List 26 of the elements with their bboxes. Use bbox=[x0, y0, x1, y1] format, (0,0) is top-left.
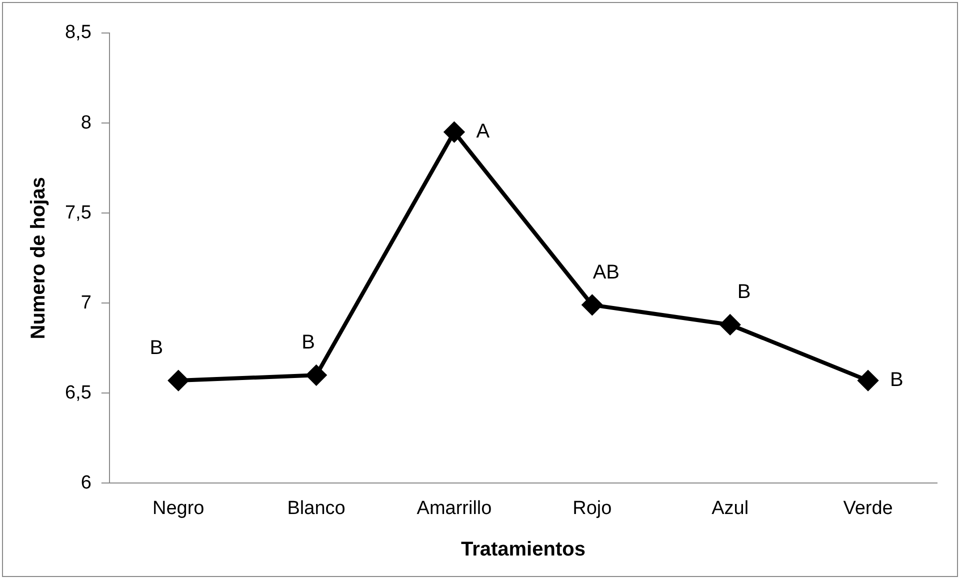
point bbox=[858, 370, 878, 391]
y-axis-title: Numero de hojas bbox=[28, 176, 50, 340]
point bbox=[444, 122, 464, 142]
y-tick-label: 6 bbox=[80, 472, 92, 494]
annotation: AB bbox=[592, 261, 620, 284]
annotation: B bbox=[150, 337, 164, 360]
x-tick-label: Negro bbox=[152, 498, 204, 519]
x-tick-label: Azul bbox=[712, 498, 749, 519]
point bbox=[306, 365, 326, 386]
point bbox=[720, 314, 740, 335]
y-tick-label: 7,5 bbox=[64, 202, 92, 224]
annotation: B bbox=[890, 369, 904, 392]
annotation: A bbox=[476, 120, 490, 143]
y-tick-label: 8,5 bbox=[64, 22, 92, 44]
y-tick-label: 6,5 bbox=[64, 382, 92, 404]
point bbox=[582, 294, 602, 315]
x-tick-label: Rojo bbox=[572, 498, 612, 519]
point bbox=[168, 370, 188, 391]
x-tick-label: Verde bbox=[843, 498, 893, 519]
y-tick-label: 8 bbox=[80, 112, 92, 134]
y-tick-label: 7 bbox=[80, 292, 92, 314]
x-axis-title: Tratamientos bbox=[460, 538, 586, 561]
annotation: B bbox=[302, 332, 315, 354]
x-tick-label: Amarrillo bbox=[416, 498, 492, 519]
x-tick-label: Blanco bbox=[287, 498, 346, 519]
annotation: B bbox=[737, 281, 751, 304]
